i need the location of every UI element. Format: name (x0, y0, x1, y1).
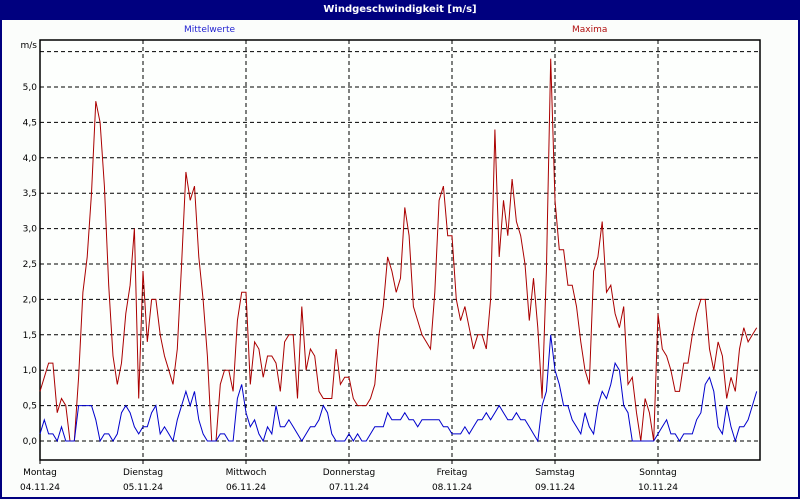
y-tick-label: 0,0 (23, 437, 38, 447)
x-tick-day: Donnerstag (323, 468, 376, 478)
x-tick-day: Dienstag (123, 468, 163, 478)
x-tick-day: Sonntag (639, 468, 676, 478)
x-tick-day: Freitag (437, 468, 468, 478)
y-tick-label: 4,0 (23, 154, 38, 164)
grid-lines (40, 40, 760, 460)
legend-max: Maxima (572, 25, 608, 35)
series-maxima-line (39, 58, 758, 442)
y-tick-label: 0,5 (23, 402, 37, 412)
legend-mean: Mittelwerte (184, 25, 236, 35)
x-tick-date: 07.11.24 (329, 483, 369, 493)
x-axis-labels: Montag 04.11.24 Dienstag 05.11.24 Mittwoch 06… (20, 468, 678, 493)
y-tick-label: 2,0 (23, 295, 38, 305)
y-tick-label: 5,0 (23, 83, 38, 93)
x-tick-date: 10.11.24 (638, 483, 678, 493)
x-tick-day: Montag (23, 468, 57, 478)
x-tick-date: 04.11.24 (20, 483, 60, 493)
y-tick-label: 1,5 (23, 331, 37, 341)
series-mittelwerte-line (39, 334, 758, 443)
x-tick-day: Mittwoch (226, 468, 267, 478)
axes (39, 39, 761, 464)
x-tick-date: 08.11.24 (432, 483, 472, 493)
x-tick-date: 09.11.24 (535, 483, 575, 493)
y-tick-label: 3,5 (23, 189, 37, 199)
y-tick-label: 4,5 (23, 118, 37, 128)
x-tick-day: Samstag (535, 468, 574, 478)
x-tick-date: 06.11.24 (226, 483, 266, 493)
x-tick-date: 05.11.24 (123, 483, 163, 493)
y-axis-unit: m/s (21, 41, 38, 51)
y-tick-label: 2,5 (23, 260, 37, 270)
y-tick-label: 3,0 (23, 225, 38, 235)
y-tick-label: 1,0 (23, 366, 38, 376)
window-title: Windgeschwindigkeit [m/s] (0, 0, 800, 20)
y-axis-labels: 0,0 0,5 1,0 1,5 2,0 2,5 3,0 3,5 4,0 4,5 5,0 m/s (21, 41, 38, 447)
